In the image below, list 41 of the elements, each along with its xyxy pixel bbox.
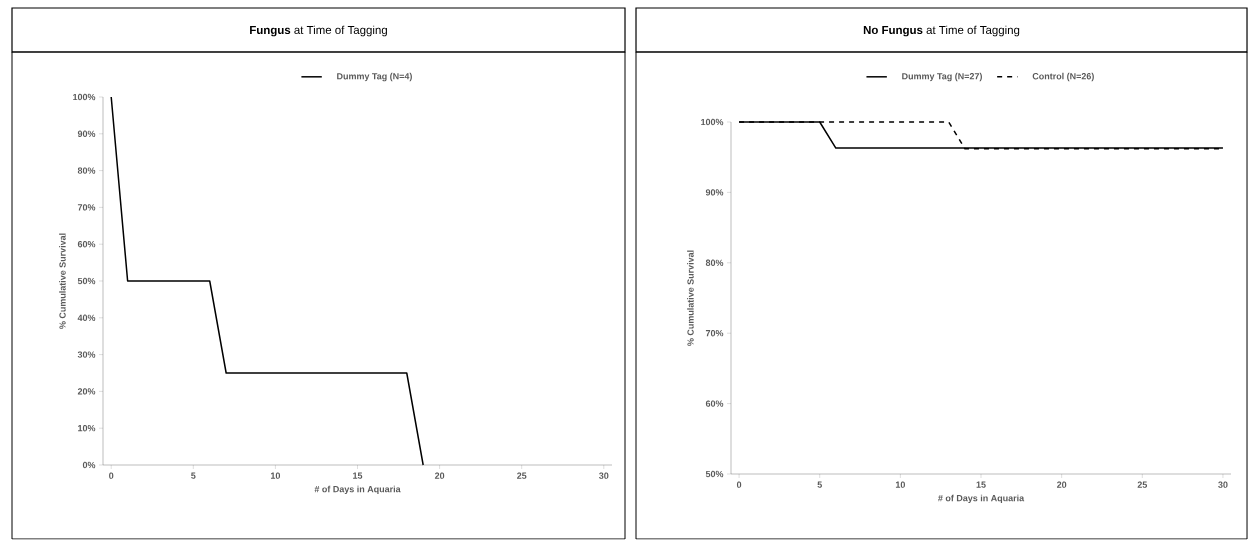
legend-label: Dummy Tag (N=4) [337,73,412,82]
y-tick-label: 60% [705,400,724,408]
y-tick-label: 60% [77,241,96,248]
y-axis-title: % Cumulative Survival [59,233,66,330]
y-tick-label: 80% [705,259,724,267]
line-series [110,96,424,466]
chart-title: No Fungus at Time of Tagging [863,25,1020,37]
y-tick-label: 50% [705,471,724,478]
y-tick-label: 80% [77,167,96,175]
y-tick-label: 50% [77,278,96,285]
x-tick-label: 15 [353,472,363,480]
y-tick-label: 100% [73,94,96,101]
legend-label: Dummy Tag (N=27) [902,73,982,82]
chart-title: Fungus at Time of Tagging [250,25,387,37]
x-tick-label: 15 [976,481,986,489]
y-tick-label: 100% [701,119,724,126]
x-tick-label: 20 [1056,481,1067,489]
x-tick-label: 25 [1137,481,1148,489]
y-tick-label: 90% [705,189,724,196]
y-tick-label: 70% [705,330,724,337]
x-tick-label: 10 [895,481,905,489]
y-tick-label: 90% [77,130,96,138]
legend-label: Control (N=26) [1032,73,1094,82]
x-tick-label: 0 [736,481,742,489]
x-axis-title: # of Days in Aquaria [314,485,401,495]
y-tick-label: 10% [78,425,96,432]
x-tick-label: 0 [109,472,114,480]
x-tick-label: 10 [270,472,281,480]
x-tick-label: 25 [517,472,527,480]
y-tick-label: 30% [77,351,96,359]
y-tick-label: 20% [77,388,96,395]
x-tick-label: 5 [817,481,822,489]
y-tick-label: 40% [77,314,96,322]
x-tick-label: 20 [434,472,445,480]
y-tick-label: 70% [77,204,96,211]
x-tick-label: 5 [191,472,196,480]
y-axis-title: % Cumulative Survival [687,250,694,347]
x-axis-title: # of Days in Aquaria [938,494,1025,504]
x-tick-label: 30 [599,472,609,480]
y-tick-label: 0% [82,462,96,469]
x-tick-label: 30 [1218,481,1228,489]
